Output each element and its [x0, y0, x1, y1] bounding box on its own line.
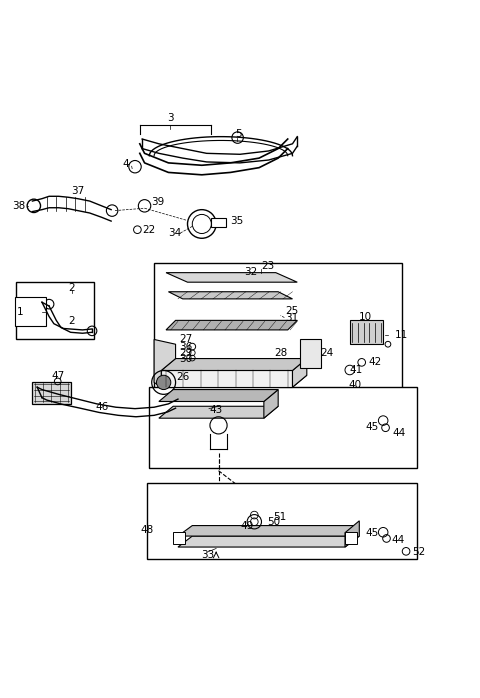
- Polygon shape: [161, 359, 307, 371]
- Text: 27: 27: [180, 334, 192, 343]
- Polygon shape: [350, 320, 383, 344]
- Polygon shape: [292, 359, 307, 387]
- Polygon shape: [178, 526, 360, 536]
- Bar: [154, 263, 402, 404]
- Text: 26: 26: [177, 371, 190, 382]
- Text: 33: 33: [202, 550, 215, 560]
- Text: 46: 46: [96, 402, 109, 413]
- Text: 11: 11: [395, 329, 408, 340]
- Polygon shape: [264, 389, 278, 418]
- Text: 32: 32: [244, 267, 257, 276]
- Bar: [15, 297, 46, 326]
- Bar: [211, 218, 226, 228]
- Bar: [147, 482, 417, 559]
- Bar: [173, 532, 185, 544]
- Text: 35: 35: [230, 216, 244, 226]
- Bar: [300, 339, 321, 368]
- Text: 28: 28: [275, 348, 288, 358]
- Text: 4: 4: [123, 159, 129, 169]
- Bar: [16, 282, 95, 339]
- Text: 41: 41: [350, 366, 363, 376]
- Text: 25: 25: [285, 306, 299, 315]
- Text: 49: 49: [240, 521, 253, 530]
- Text: 31: 31: [285, 313, 299, 323]
- Polygon shape: [345, 521, 360, 547]
- Text: 48: 48: [141, 526, 154, 535]
- Text: 52: 52: [412, 547, 425, 557]
- Bar: [149, 387, 417, 468]
- Text: 44: 44: [392, 535, 405, 545]
- Polygon shape: [33, 383, 71, 404]
- Text: 39: 39: [151, 197, 164, 207]
- Text: 44: 44: [393, 429, 406, 438]
- Text: 40: 40: [349, 380, 362, 389]
- Text: 37: 37: [71, 186, 84, 195]
- Polygon shape: [159, 389, 278, 401]
- Polygon shape: [166, 320, 297, 330]
- Text: 45: 45: [365, 528, 378, 537]
- Polygon shape: [154, 339, 176, 387]
- Circle shape: [156, 376, 171, 389]
- Polygon shape: [168, 292, 292, 299]
- Polygon shape: [166, 273, 297, 282]
- Text: 36: 36: [180, 341, 192, 352]
- Text: 47: 47: [51, 371, 64, 381]
- Text: 1: 1: [17, 307, 24, 317]
- Polygon shape: [178, 536, 360, 547]
- Text: 2: 2: [69, 316, 75, 327]
- Polygon shape: [161, 371, 292, 387]
- Text: 24: 24: [320, 348, 334, 358]
- Text: 34: 34: [168, 228, 181, 238]
- Text: 51: 51: [274, 512, 287, 522]
- Text: 3: 3: [168, 112, 174, 123]
- Text: 50: 50: [268, 517, 281, 527]
- Polygon shape: [159, 406, 278, 418]
- Text: 29: 29: [180, 348, 192, 358]
- Text: 43: 43: [209, 405, 222, 415]
- Text: 23: 23: [262, 262, 275, 272]
- Bar: [345, 532, 357, 544]
- Text: 38: 38: [12, 201, 25, 211]
- Polygon shape: [161, 376, 307, 387]
- Text: 42: 42: [369, 357, 382, 367]
- Text: 30: 30: [180, 354, 192, 364]
- Text: 2: 2: [69, 283, 75, 293]
- Text: 5: 5: [235, 129, 242, 139]
- Text: 45: 45: [365, 422, 378, 432]
- Text: 22: 22: [142, 225, 156, 235]
- Text: 10: 10: [359, 312, 372, 322]
